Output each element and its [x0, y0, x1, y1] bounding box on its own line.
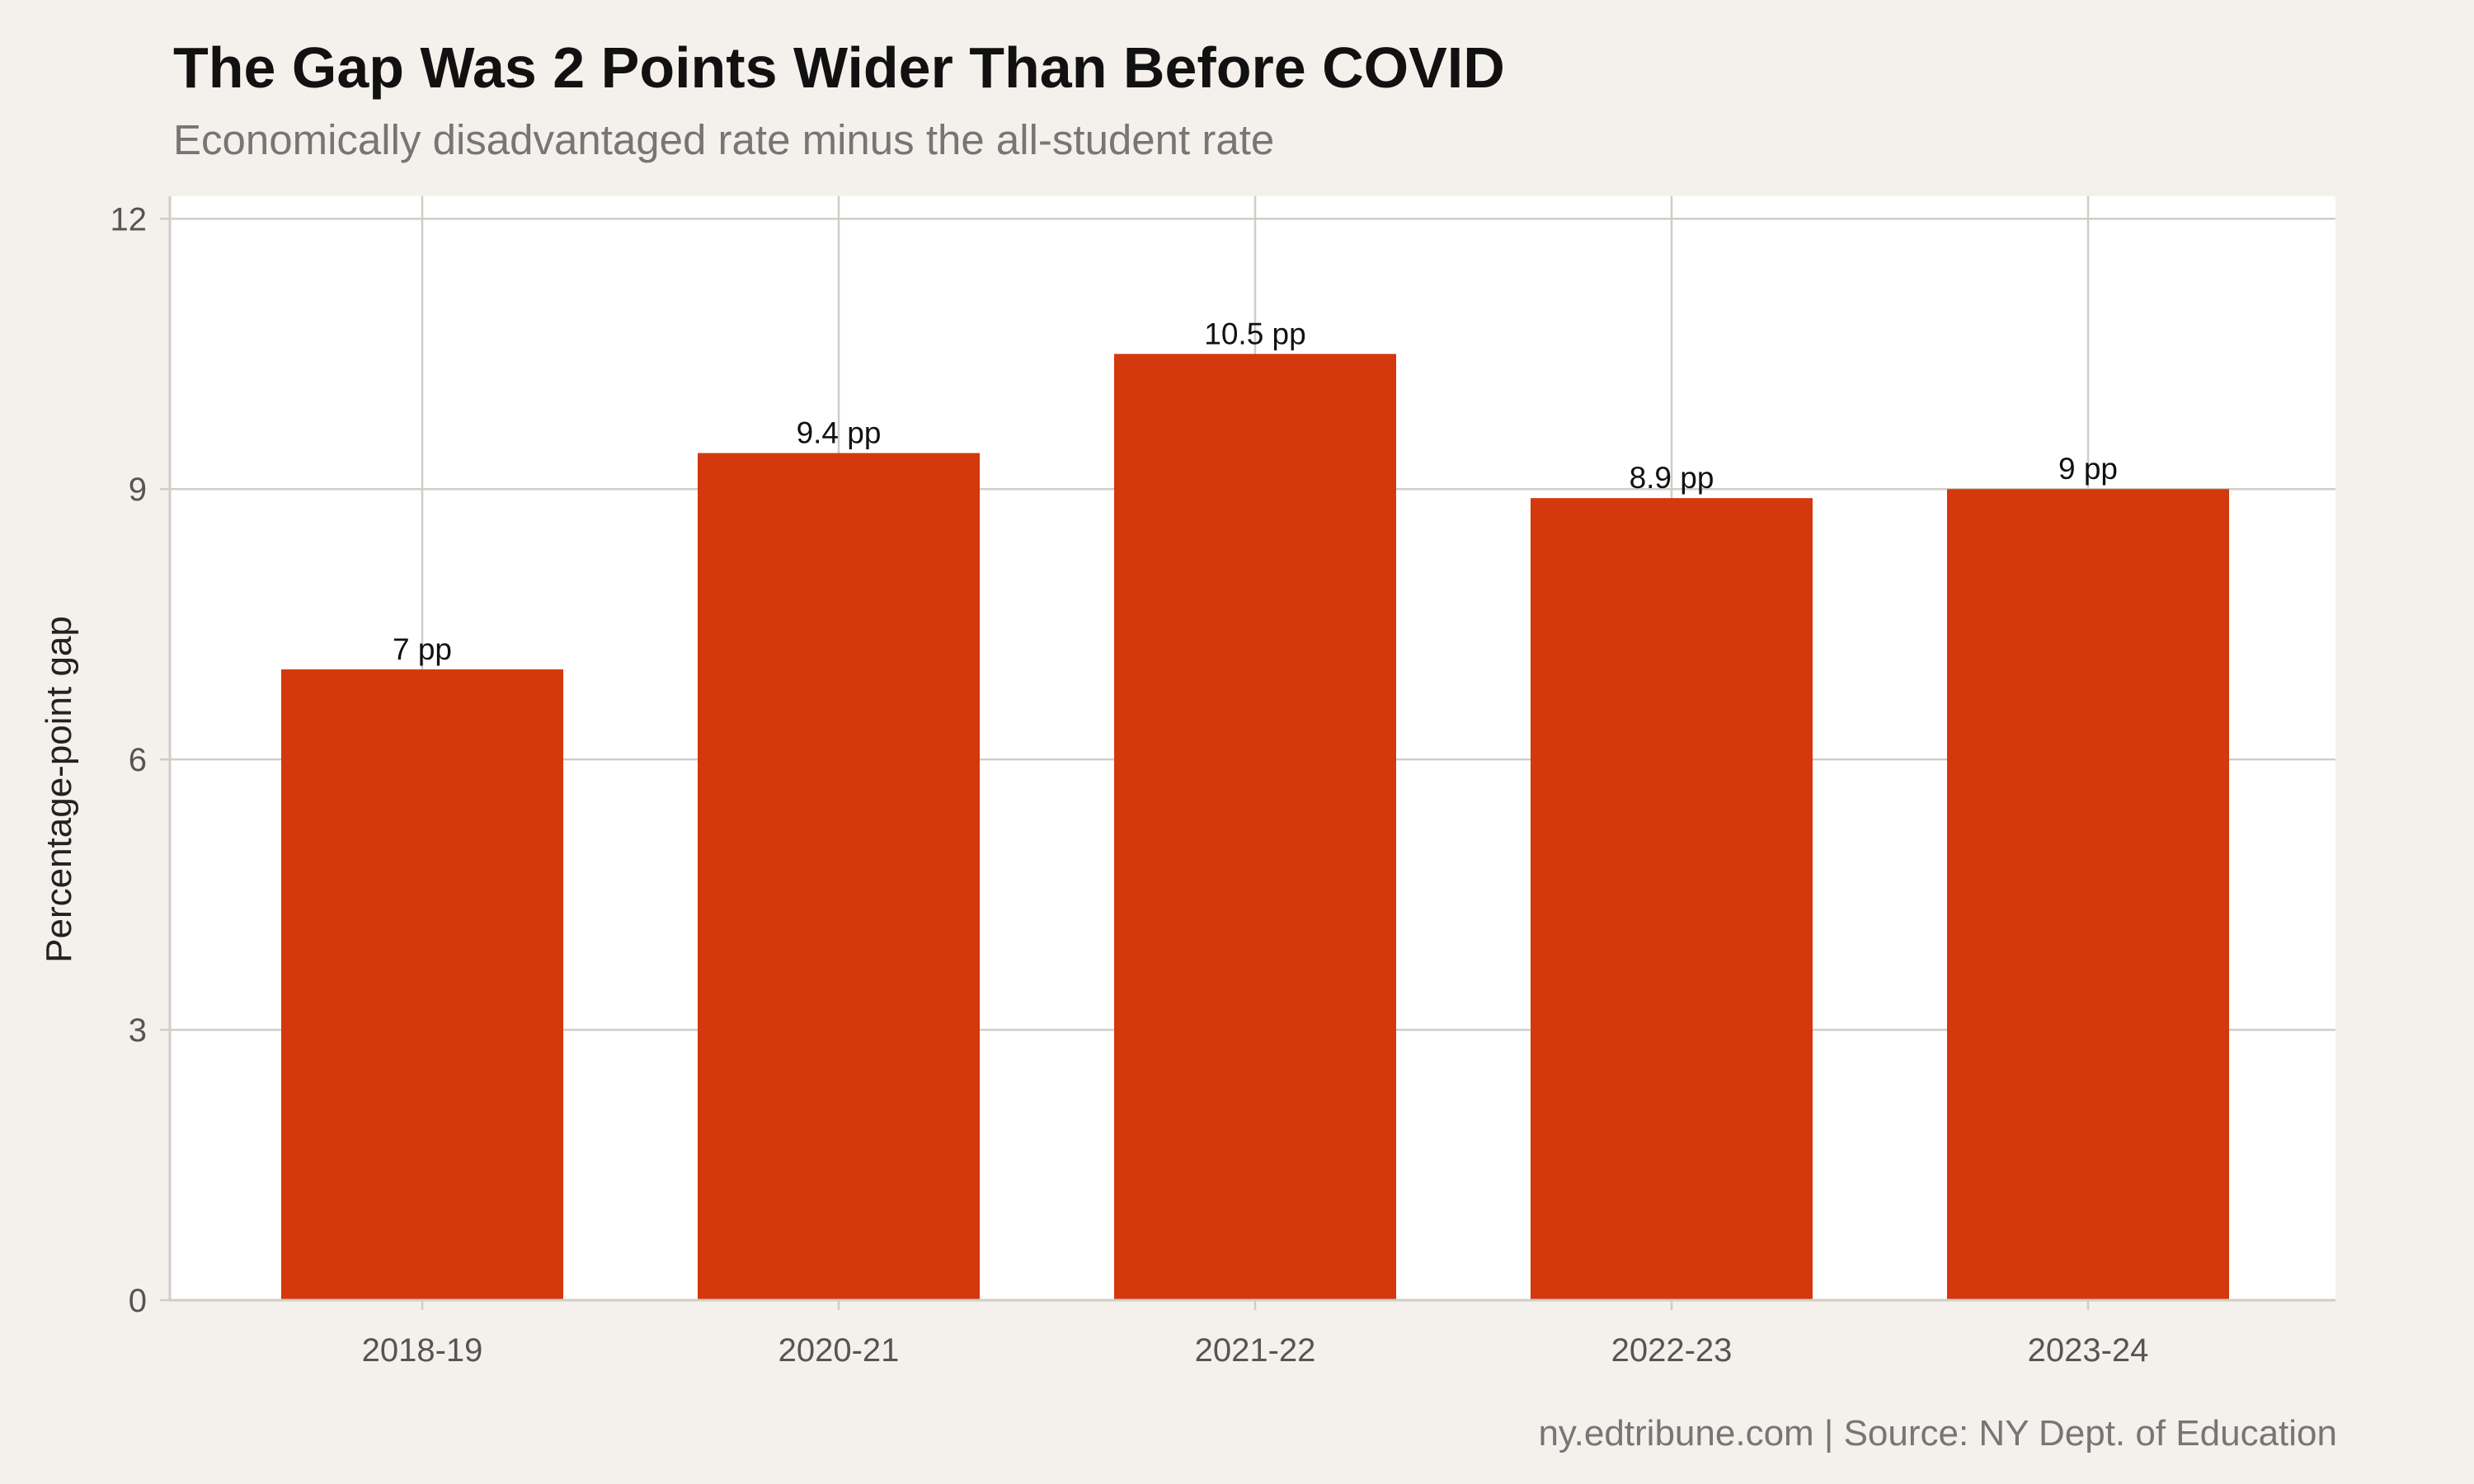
y-axis-title: Percentage-point gap: [39, 616, 79, 963]
bar-2023-24: [1947, 489, 2229, 1300]
y-tick-label: 3: [129, 1012, 147, 1049]
axes: 0 3 6 9 12 2018-19 2020-21 2021-22 2022-23 2023-2…: [111, 196, 2335, 1369]
bar-labels: 7 pp 9.4 pp 10.5 pp 8.9 pp 9 pp: [393, 317, 2118, 666]
x-tick-label: 2021-22: [1195, 1332, 1316, 1369]
x-tick-label: 2020-21: [778, 1332, 900, 1369]
y-tick-label: 9: [129, 472, 147, 508]
chart-subtitle: Economically disadvantaged rate minus th…: [173, 116, 1275, 163]
bar-2021-22: [1114, 354, 1396, 1301]
bar-label: 7 pp: [393, 632, 452, 666]
x-tick-label: 2023-24: [2028, 1332, 2149, 1369]
y-tick-label: 0: [129, 1283, 147, 1319]
bar-2022-23: [1531, 498, 1813, 1300]
y-tick-label: 6: [129, 742, 147, 778]
bar-label: 9.4 pp: [797, 416, 882, 450]
x-tick-label: 2022-23: [1611, 1332, 1733, 1369]
y-tick-label: 12: [111, 201, 148, 237]
chart-caption: ny.edtribune.com | Source: NY Dept. of E…: [1538, 1413, 2337, 1453]
bar-2020-21: [698, 453, 980, 1300]
chart-title: The Gap Was 2 Points Wider Than Before C…: [173, 35, 1505, 100]
bar-2018-19: [281, 669, 563, 1300]
bar-label: 9 pp: [2058, 452, 2118, 486]
x-tick-label: 2018-19: [362, 1332, 483, 1369]
bar-label: 10.5 pp: [1204, 317, 1305, 350]
bars: [281, 354, 2229, 1301]
bar-label: 8.9 pp: [1630, 461, 1714, 495]
